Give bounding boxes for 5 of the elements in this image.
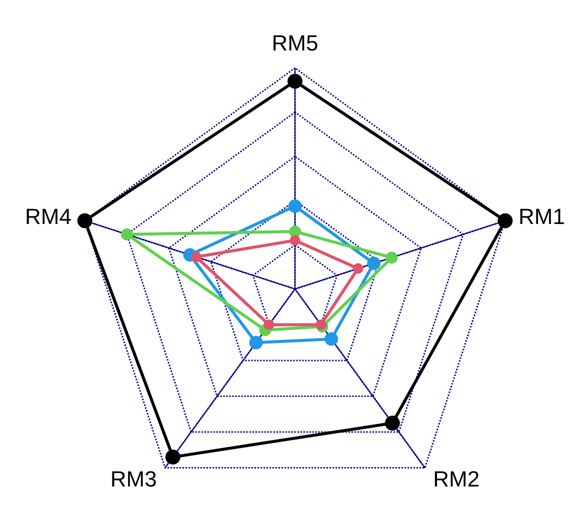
spoke-label: RM3 — [110, 466, 157, 492]
spoke-label: RM5 — [272, 30, 318, 56]
spoke-label: RM2 — [433, 466, 480, 492]
spoke-label: RM4 — [25, 204, 72, 229]
spoke-label: RM1 — [518, 204, 565, 229]
